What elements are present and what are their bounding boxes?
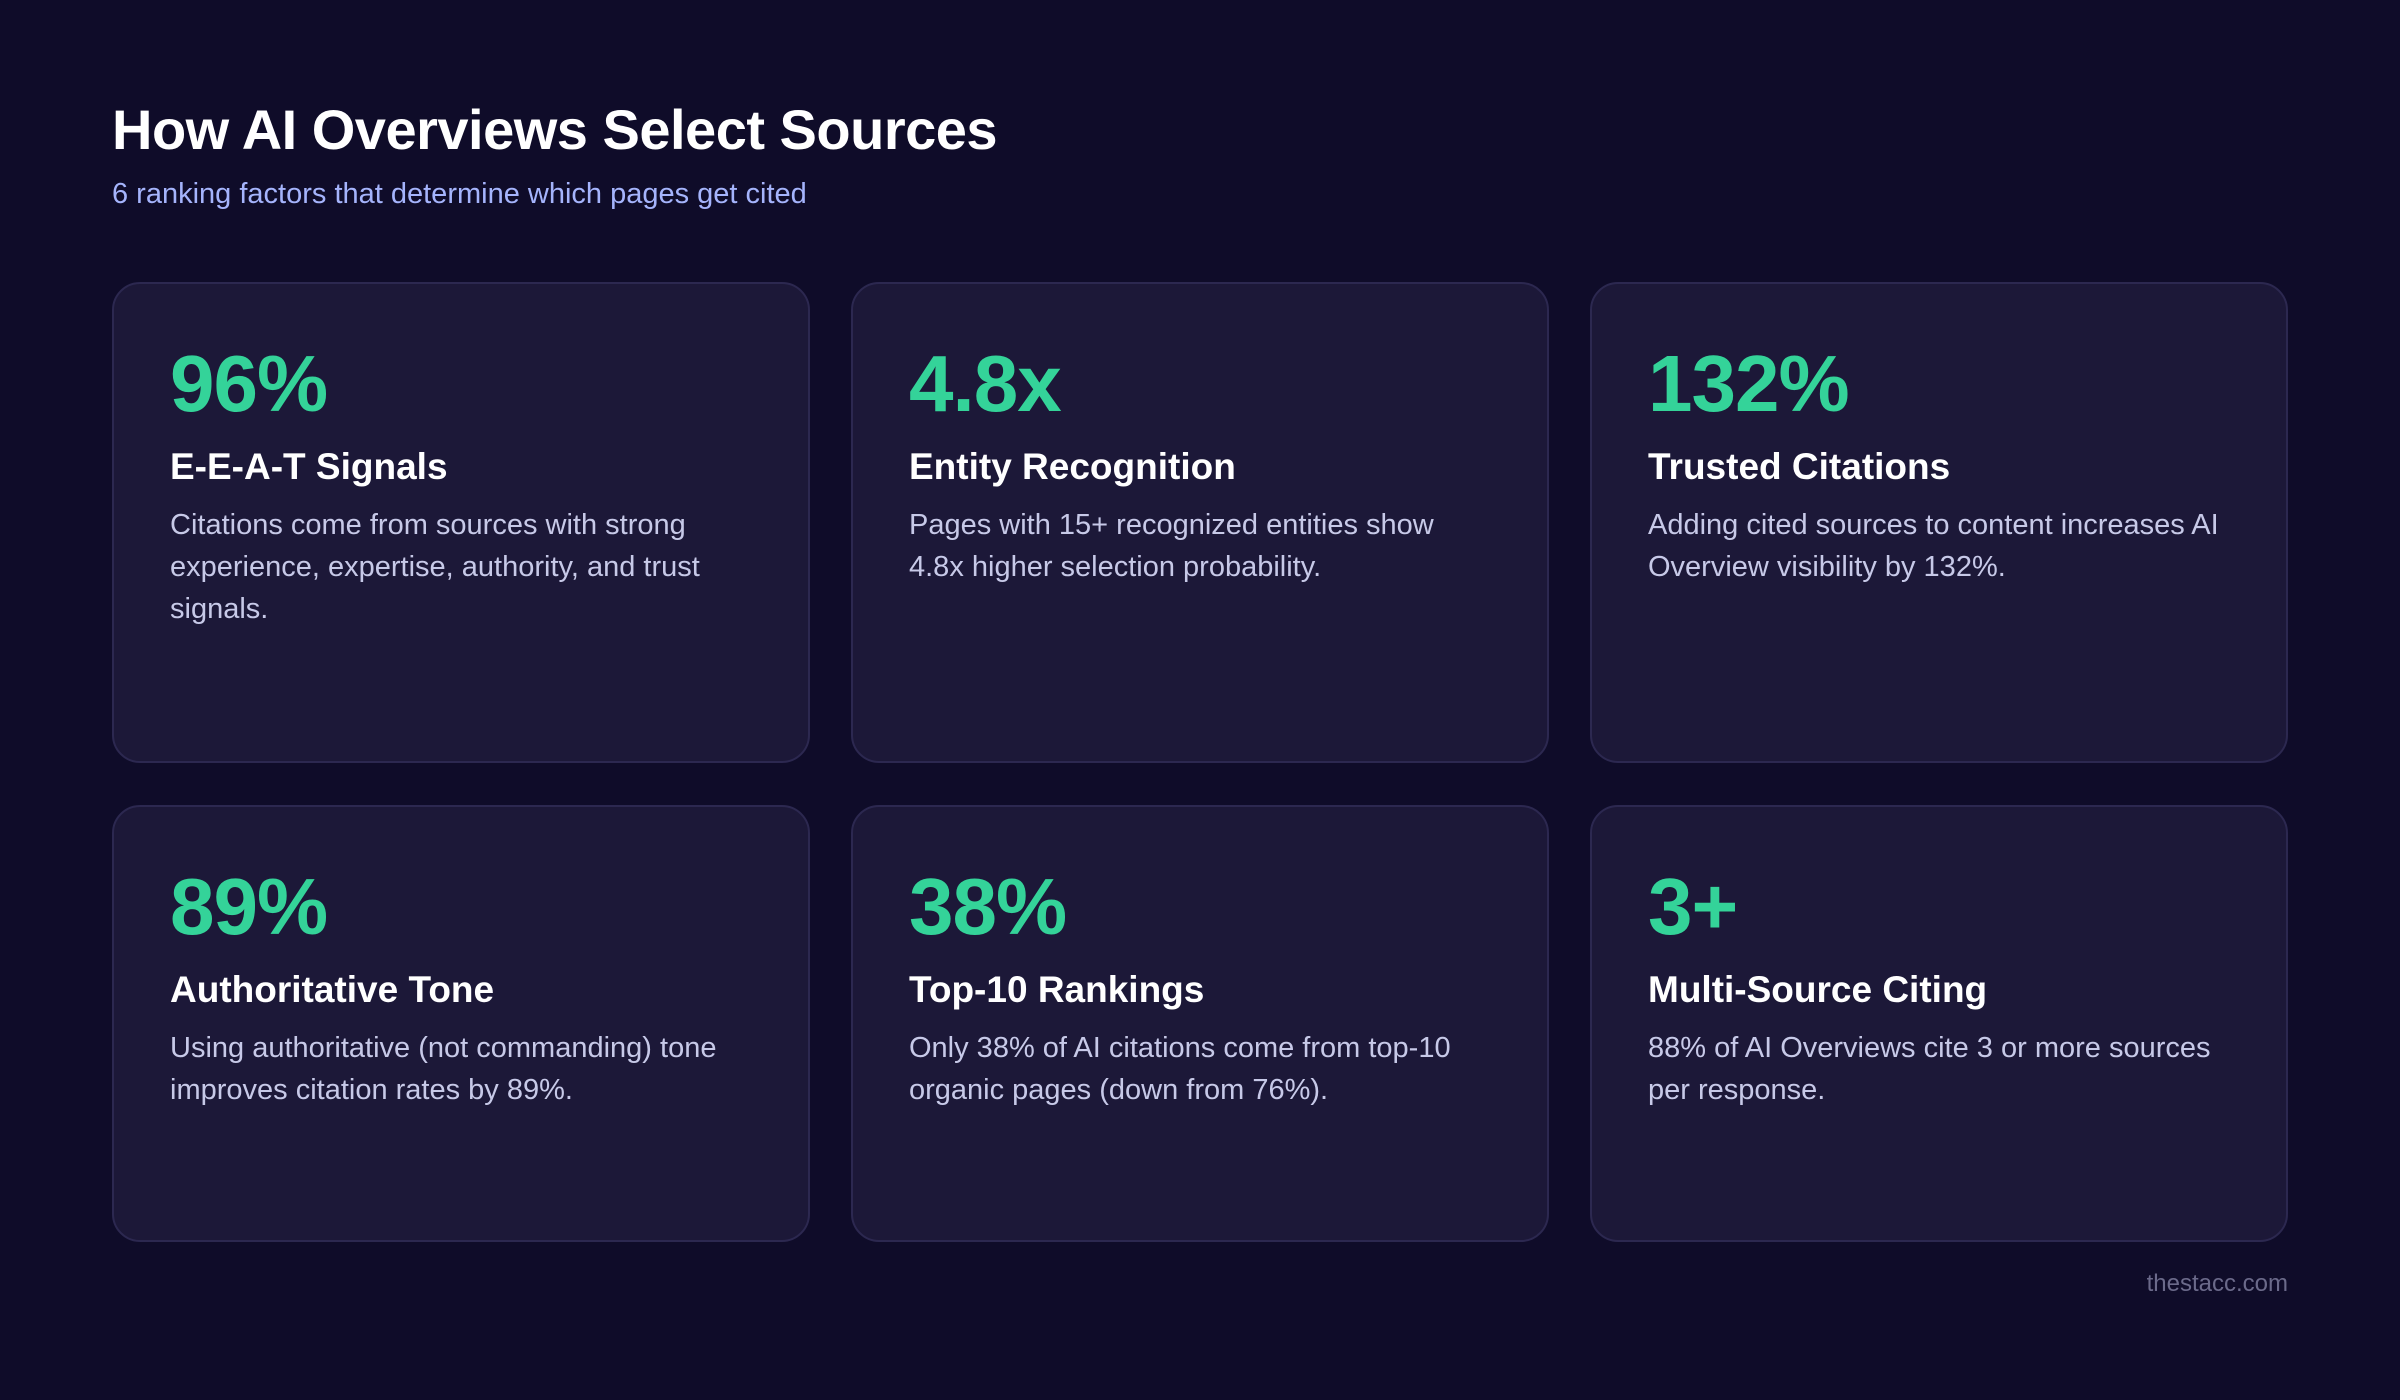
- source-credit: thestacc.com: [2146, 1270, 2288, 1297]
- factor-description: Citations come from sources with strong …: [170, 509, 700, 625]
- factor-description: 88% of AI Overviews cite 3 or more sourc…: [1648, 1032, 2211, 1106]
- factor-card-entity-recognition: 4.8x Entity Recognition Pages with 15+ r…: [851, 282, 1549, 763]
- factor-description: Using authoritative (not commanding) ton…: [170, 1032, 717, 1106]
- factor-card-authoritative-tone: 89% Authoritative Tone Using authoritati…: [112, 805, 810, 1242]
- factor-card-trusted-citations: 132% Trusted Citations Adding cited sour…: [1590, 282, 2288, 763]
- factor-title: Entity Recognition: [909, 446, 1236, 487]
- factor-description: Adding cited sources to content increase…: [1648, 509, 2219, 583]
- factor-description: Only 38% of AI citations come from top-1…: [909, 1032, 1451, 1106]
- factor-card-eeat: 96% E-E-A-T Signals Citations come from …: [112, 282, 810, 763]
- factor-stat: 89%: [170, 862, 328, 951]
- factor-stat: 4.8x: [909, 339, 1062, 428]
- factor-title: Authoritative Tone: [170, 969, 495, 1010]
- page-title: How AI Overviews Select Sources: [112, 98, 998, 161]
- factor-title: Trusted Citations: [1648, 446, 1951, 487]
- factor-title: Top-10 Rankings: [909, 969, 1205, 1010]
- factor-grid: 96% E-E-A-T Signals Citations come from …: [112, 282, 2288, 1242]
- factor-title: Multi-Source Citing: [1648, 969, 1988, 1010]
- factor-stat: 132%: [1648, 339, 1850, 428]
- factor-title: E-E-A-T Signals: [170, 446, 448, 487]
- infographic: How AI Overviews Select Sources 6 rankin…: [112, 96, 2288, 1242]
- factor-stat: 96%: [170, 339, 328, 428]
- page-subtitle: 6 ranking factors that determine which p…: [112, 178, 807, 210]
- factor-stat: 3+: [1648, 862, 1738, 951]
- factor-card-top10-rankings: 38% Top-10 Rankings Only 38% of AI citat…: [851, 805, 1549, 1242]
- factor-card-multi-source: 3+ Multi-Source Citing 88% of AI Overvie…: [1590, 805, 2288, 1242]
- factor-description: Pages with 15+ recognized entities show …: [909, 509, 1434, 583]
- factor-stat: 38%: [909, 862, 1067, 951]
